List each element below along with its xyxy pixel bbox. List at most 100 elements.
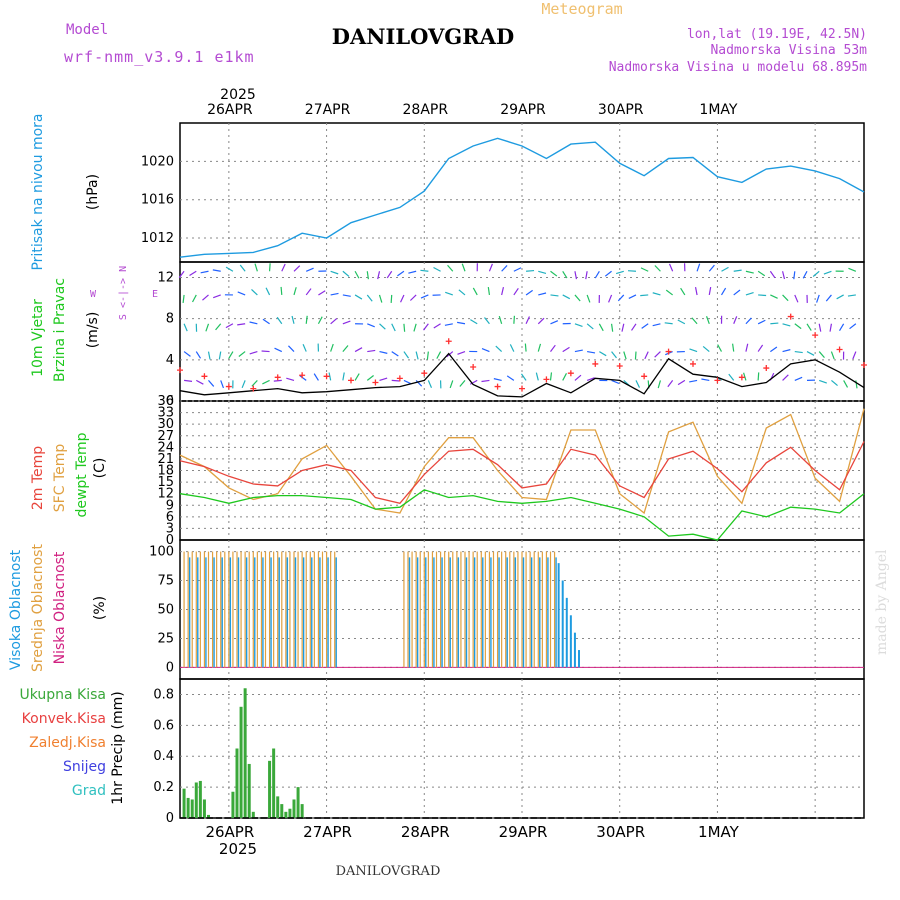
wind-arrow (391, 379, 400, 382)
wind-arrow (694, 286, 698, 296)
precip-legend-item: Konvek.Kisa (22, 711, 106, 727)
wind-arrow (849, 323, 857, 330)
wind-arrow (457, 351, 466, 355)
wind-arrow (251, 379, 258, 387)
wind-arrow (238, 351, 246, 357)
wind-arrow (585, 271, 588, 280)
wind-arrow (427, 380, 433, 389)
wind-arrow (550, 294, 559, 297)
wind-arrow (261, 350, 270, 353)
gust-marker (299, 372, 306, 379)
wind-arrow (208, 380, 215, 387)
gust-marker (787, 313, 794, 320)
wind-arrow (782, 349, 791, 353)
gust-marker (445, 338, 452, 345)
y-tick-label-temperature: 21 (157, 452, 174, 467)
gust-marker (812, 332, 819, 339)
wind-arrow (794, 323, 802, 330)
wind-arrow (757, 319, 766, 325)
wind-arrow (621, 323, 625, 332)
precip-bar (190, 799, 194, 818)
gust-marker (396, 375, 403, 382)
wind-arrow (848, 267, 857, 272)
wind-arrow (366, 375, 374, 381)
model-label: Model (66, 22, 108, 38)
precip-bar (292, 799, 296, 818)
wind-arrow (367, 323, 375, 328)
wind-arrow (574, 374, 582, 381)
wind-arrow (220, 380, 225, 389)
top-date-label: 27APR (305, 102, 351, 118)
bottom-year-label: 2025 (219, 840, 257, 858)
wind-arrow (391, 323, 396, 332)
wind-arrow (400, 294, 405, 303)
wind-arrow (218, 351, 222, 360)
bottom-date-label: 1MAY (698, 823, 740, 841)
gust-marker (641, 373, 648, 380)
wind-arrow (816, 294, 820, 303)
wind-arrow (330, 343, 334, 352)
bottom-date-label: 27APR (303, 823, 352, 841)
wind-arrow (379, 377, 388, 381)
precip-bar (280, 804, 284, 818)
wind-arrow (830, 351, 835, 360)
gust-marker (592, 360, 599, 367)
wind-arrow (288, 345, 295, 352)
wind-arrow (481, 348, 490, 353)
gust-marker (763, 365, 770, 372)
y-tick-label-temperature: 15 (157, 475, 174, 490)
wind-arrow (806, 351, 815, 356)
wind-arrow (525, 316, 530, 325)
precip-legend-item: Grad (72, 783, 106, 799)
wind-arrow (513, 315, 516, 324)
wind-arrow (254, 263, 258, 272)
wind-arrow (501, 287, 505, 296)
wind-arrow (665, 289, 674, 296)
wind-arrow (574, 323, 583, 327)
wind-arrow (574, 294, 581, 302)
chart-subtitle: Meteogram (541, 0, 622, 18)
wind-arrow (610, 323, 614, 332)
wind-arrow (794, 350, 803, 354)
wind-arrow (487, 286, 491, 296)
y-tick-label-temperature: 36 (157, 394, 174, 409)
wind-arrow (276, 316, 283, 325)
wind-arrow (212, 294, 221, 299)
wind-arrow (640, 294, 649, 297)
wind-arrow (680, 287, 686, 296)
wind-arrow (535, 372, 539, 381)
precip-bar (296, 787, 300, 818)
wind-arrow (745, 292, 754, 296)
wind-arrow (391, 351, 399, 357)
y-tick-label-temperature: 6 (166, 510, 174, 525)
sfc-temp-line (179, 408, 865, 515)
wind-arrow (449, 380, 454, 389)
ylabel-temp-sfc: SFC Temp (52, 444, 68, 513)
y-tick-label-cloud: 0 (166, 660, 174, 675)
wind-arrow (743, 372, 747, 381)
precip-bar (247, 763, 251, 818)
wind-arrow (631, 323, 637, 331)
wind-arrow (641, 323, 649, 329)
wind-arrow (447, 264, 454, 272)
wind-arrow (293, 265, 301, 272)
wind-arrow (426, 351, 429, 360)
wind-arrow (305, 315, 308, 324)
wind-arrow (708, 264, 715, 272)
wind-arrow (461, 263, 466, 272)
wind-arrow (481, 379, 490, 383)
wind-arrow (770, 322, 779, 325)
gust-marker (201, 373, 208, 380)
wind-arrow (689, 379, 698, 383)
wind-arrow (562, 270, 568, 279)
wind-arrow (520, 373, 527, 381)
wind-arrow (302, 343, 307, 352)
wind-arrow (377, 271, 381, 280)
temp-2m-line (179, 441, 865, 505)
model-elevation: Nadmorska Visina u modelu 68.895m (609, 60, 867, 75)
y-tick-label-precip: 0 (166, 811, 174, 826)
wind-arrow (281, 263, 286, 272)
wind-arrow (274, 347, 283, 353)
wind-arrow (212, 269, 221, 272)
